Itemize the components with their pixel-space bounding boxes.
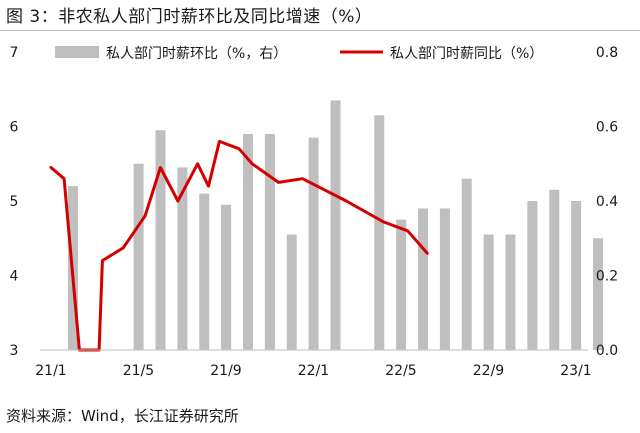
bar-22-5 [418,208,428,350]
chart-title: 图 3：非农私人部门时薪环比及同比增速（%） [6,7,373,27]
x-tick-22-9: 22/9 [473,363,504,379]
y-left-tick-5: 5 [10,194,19,210]
y-right-tick-0-4: 0.4 [596,194,618,210]
bar-22-11 [549,189,560,350]
legend-bar-label: 私人部门时薪环比（%，右） [106,46,287,62]
bar-22-9 [505,234,516,350]
y-left-tick-6: 6 [10,120,19,136]
bar-21-4 [133,163,144,350]
bar-21-10 [264,133,275,350]
x-tick-23-1: 23/1 [560,363,591,379]
bar-23-1 [593,238,603,350]
bar-21-11 [286,234,297,350]
series-line-yoy [49,139,429,352]
bar-21-6 [177,167,188,350]
bar-22-6 [439,208,450,350]
y-left-tick-7: 7 [10,45,19,61]
bar-21-9 [243,133,253,350]
bar-21-12 [308,137,319,350]
x-tick-21-9: 21/9 [210,363,241,379]
title-divider [0,30,640,31]
y-left-tick-3: 3 [10,343,19,359]
bar-22-12 [571,201,582,350]
bar-22-8 [483,234,494,350]
y-right-tick-0-2: 0.2 [596,269,618,285]
y-right-tick-0-0: 0.0 [596,343,618,359]
y-left-tick-4: 4 [10,269,19,285]
y-right-tick-0-8: 0.8 [596,45,618,61]
legend-bar-swatch [55,46,99,58]
x-tick-22-1: 22/1 [298,363,329,379]
bar-21-7 [199,193,210,350]
source-note: 资料来源：Wind，长江证券研究所 [6,407,239,425]
x-tick-21-5: 21/5 [123,363,154,379]
y-right-tick-0-6: 0.6 [596,120,618,136]
x-tick-21-1: 21/1 [35,363,66,379]
bar-22-3 [374,115,385,350]
bar-21-8 [221,204,232,350]
legend-line-label: 私人部门时薪同比（%） [390,46,543,62]
bar-22-10 [527,201,538,350]
bar-22-7 [461,178,472,350]
x-tick-22-5: 22/5 [385,363,416,379]
bar-22-1 [330,100,341,350]
bar-21-5 [155,130,166,350]
bar-22-4 [396,219,407,350]
